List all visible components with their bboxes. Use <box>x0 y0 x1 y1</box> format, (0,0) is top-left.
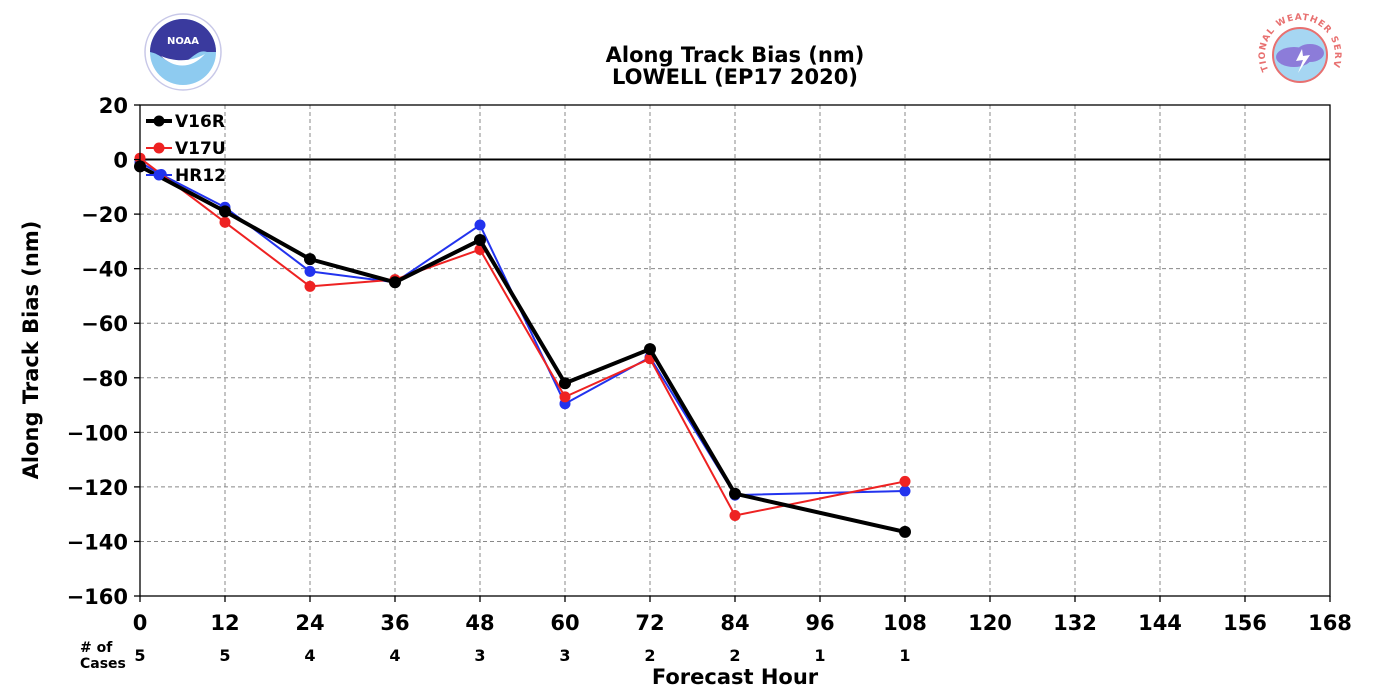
legend-label: V16R <box>175 112 225 132</box>
y-tick-label: 20 <box>99 94 128 118</box>
case-count: 5 <box>219 646 230 665</box>
x-tick-label: 72 <box>635 611 664 635</box>
case-count: 2 <box>644 646 655 665</box>
x-tick-label: 132 <box>1053 611 1097 635</box>
chart-title: Along Track Bias (nm) <box>606 43 865 67</box>
x-tick-label: 48 <box>465 611 494 635</box>
data-point <box>304 280 316 292</box>
y-tick-label: −40 <box>81 258 128 282</box>
cases-label-line2: Cases <box>80 656 126 672</box>
legend-swatch-marker <box>153 169 165 181</box>
series-line <box>139 164 906 534</box>
y-tick-label: −20 <box>81 203 128 227</box>
series-line <box>139 157 906 517</box>
legend-label: HR12 <box>175 166 226 186</box>
nws-logo: NATIONAL WEATHER SERVICE <box>1258 13 1341 93</box>
y-tick-label: −100 <box>67 421 128 445</box>
series-v16r <box>134 160 911 538</box>
y-tick-label: −80 <box>81 367 128 391</box>
data-point <box>899 525 911 538</box>
data-point <box>559 391 571 403</box>
data-point <box>899 485 911 497</box>
y-tick-label: −60 <box>81 312 128 336</box>
legend-label: V17U <box>175 139 226 159</box>
data-series <box>134 152 911 538</box>
case-count: 2 <box>729 646 740 665</box>
x-tick-label: 144 <box>1138 611 1182 635</box>
chart-subtitle: LOWELL (EP17 2020) <box>612 65 858 89</box>
x-tick-label: 12 <box>210 611 239 635</box>
x-tick-label: 84 <box>720 611 749 635</box>
series-v17u <box>134 152 911 522</box>
x-axis-ticks: 0 12 24 36 48 60 72 84 96 108 120 132 144 156 168 <box>133 596 1352 635</box>
legend-item-v17u: V17U <box>146 139 226 159</box>
y-axis-label: Along Track Bias (nm) <box>19 221 43 480</box>
data-point <box>644 343 656 356</box>
data-point <box>559 377 571 390</box>
data-point <box>219 216 231 228</box>
case-count: 5 <box>134 646 145 665</box>
y-tick-label: −160 <box>67 585 128 609</box>
y-tick-label: −140 <box>67 530 128 554</box>
case-count: 3 <box>474 646 485 665</box>
x-tick-label: 0 <box>133 611 148 635</box>
x-tick-label: 108 <box>883 611 927 635</box>
data-point <box>899 475 911 487</box>
cases-label-line1: # of <box>80 640 113 656</box>
legend: V16R V17U HR12 <box>146 112 226 186</box>
x-tick-label: 168 <box>1308 611 1352 635</box>
legend-swatch-marker <box>153 115 165 127</box>
x-tick-label: 60 <box>550 611 579 635</box>
series-hr12 <box>134 156 911 501</box>
x-axis-label: Forecast Hour <box>652 665 819 689</box>
x-tick-label: 36 <box>380 611 409 635</box>
y-tick-label: −120 <box>67 476 128 500</box>
cases-row: 5 5 4 4 3 3 2 2 1 1 <box>134 646 910 665</box>
x-tick-label: 120 <box>968 611 1012 635</box>
series-line <box>139 161 906 497</box>
data-point <box>389 276 401 289</box>
x-tick-label: 24 <box>295 611 324 635</box>
case-count: 4 <box>304 646 315 665</box>
legend-swatch-marker <box>153 142 165 154</box>
y-tick-label: 0 <box>113 149 128 173</box>
case-count: 3 <box>559 646 570 665</box>
case-count: 1 <box>899 646 910 665</box>
data-point <box>304 265 316 277</box>
case-count: 1 <box>814 646 825 665</box>
noaa-logo-text: NOAA <box>167 36 199 47</box>
data-point <box>729 510 741 522</box>
case-count: 4 <box>389 646 400 665</box>
y-axis-ticks: 20 0 −20 −40 −60 −80 −100 −120 −140 −160 <box>67 94 140 609</box>
grid-lines <box>140 105 1330 596</box>
data-point <box>304 253 316 266</box>
x-tick-label: 96 <box>805 611 834 635</box>
legend-item-v16r: V16R <box>146 112 225 132</box>
x-tick-label: 156 <box>1223 611 1267 635</box>
data-point <box>219 205 231 218</box>
legend-item-hr12: HR12 <box>146 166 226 186</box>
noaa-logo: NOAA <box>144 13 222 91</box>
data-point <box>729 487 741 500</box>
data-point <box>474 219 486 231</box>
data-point <box>474 234 486 247</box>
